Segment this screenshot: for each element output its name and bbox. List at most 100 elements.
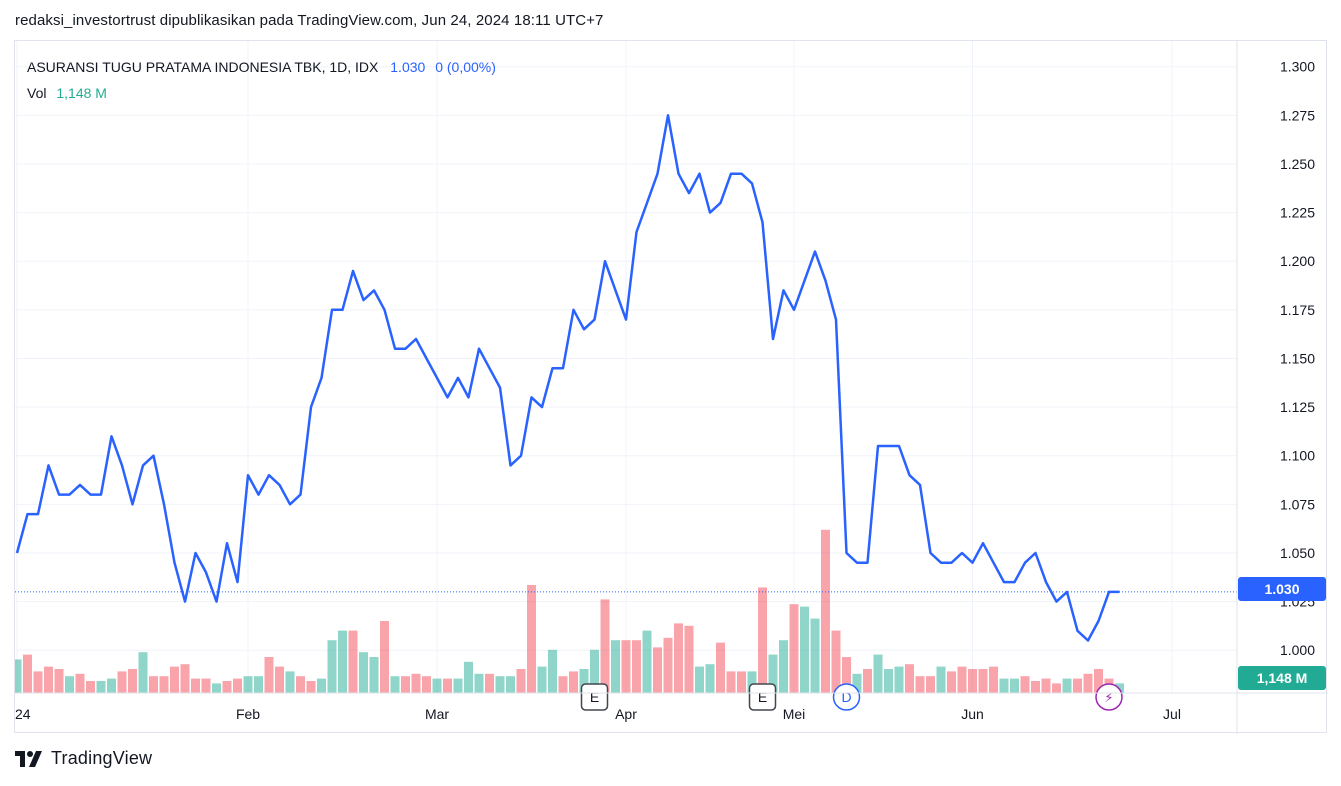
volume-bar bbox=[611, 640, 620, 693]
volume-bar bbox=[968, 669, 977, 693]
volume-bar bbox=[926, 676, 935, 693]
y-tick-label: 1.225 bbox=[1280, 205, 1315, 221]
volume-bar bbox=[170, 666, 179, 693]
volume-bar bbox=[800, 606, 809, 693]
volume-bar bbox=[180, 664, 190, 693]
volume-bar bbox=[579, 669, 589, 693]
volume-bar bbox=[894, 666, 904, 693]
y-tick-label: 1.200 bbox=[1280, 253, 1315, 269]
volume-bar bbox=[495, 676, 505, 693]
y-tick-label: 1.050 bbox=[1280, 545, 1315, 561]
chart-legend: ASURANSI TUGU PRATAMA INDONESIA TBK, 1D,… bbox=[27, 54, 496, 106]
volume-bar bbox=[296, 676, 305, 693]
volume-bar bbox=[705, 664, 715, 693]
volume-bar bbox=[285, 671, 295, 693]
volume-bar bbox=[831, 630, 841, 693]
dividend-marker-label: D bbox=[841, 689, 851, 705]
price-chart[interactable]: E E D ⚡ 1.300 1.275 1.250 1.225 1.200 1.175 1.150 1… bbox=[15, 41, 1328, 734]
volume-bar bbox=[810, 618, 820, 693]
volume-bar bbox=[936, 666, 946, 693]
volume-bar bbox=[558, 676, 568, 693]
volume-bar bbox=[44, 666, 53, 693]
volume-bar bbox=[401, 676, 410, 693]
y-tick-label: 1.000 bbox=[1280, 642, 1315, 658]
volume-bar bbox=[1010, 678, 1019, 693]
volume-bar bbox=[117, 671, 127, 693]
volume-bar bbox=[1094, 669, 1103, 693]
volume-bar bbox=[527, 585, 536, 693]
volume-bar bbox=[842, 657, 851, 693]
volume-bar bbox=[359, 652, 368, 693]
earnings-marker bbox=[748, 683, 777, 711]
y-tick-label: 1.250 bbox=[1280, 156, 1315, 172]
volume-bar bbox=[548, 649, 557, 693]
volume-bar bbox=[369, 657, 379, 693]
volume-bar bbox=[128, 669, 137, 693]
volume-bar bbox=[348, 630, 358, 693]
volume-tag: 1,148 M bbox=[1238, 666, 1326, 690]
volume-bar bbox=[642, 630, 652, 693]
volume-bar bbox=[999, 678, 1009, 693]
volume-bar bbox=[275, 666, 284, 693]
volume-bar bbox=[653, 647, 662, 693]
earnings-marker-label: E bbox=[590, 689, 599, 705]
x-tick-label: Mei bbox=[783, 706, 806, 722]
y-tick-label: 1.100 bbox=[1280, 448, 1315, 464]
volume-bar bbox=[768, 654, 778, 693]
volume-bar bbox=[65, 676, 74, 693]
volume-bar bbox=[317, 678, 326, 693]
volume-bar bbox=[726, 671, 736, 693]
x-tick-label: Jun bbox=[961, 706, 984, 722]
y-tick-label: 1.075 bbox=[1280, 496, 1315, 512]
volume-bar bbox=[1073, 678, 1082, 693]
volume-bar bbox=[915, 676, 925, 693]
tradingview-logo-icon bbox=[15, 750, 42, 767]
volume-bar bbox=[747, 671, 757, 693]
last-price: 1.030 bbox=[390, 59, 426, 75]
volume-bar bbox=[306, 681, 316, 693]
volume-bar bbox=[989, 666, 998, 693]
volume-bar bbox=[474, 673, 484, 693]
y-tick-label: 1.300 bbox=[1280, 59, 1315, 75]
volume-bar bbox=[978, 669, 988, 693]
volume-bar bbox=[191, 678, 200, 693]
volume-bar bbox=[873, 654, 883, 693]
volume-bar bbox=[411, 673, 421, 693]
attribution-text: redaksi_investortrust dipublikasikan pad… bbox=[15, 12, 604, 29]
volume-bar bbox=[54, 669, 64, 693]
x-tick-label: 24 bbox=[15, 706, 31, 722]
volume-label: Vol bbox=[27, 85, 47, 101]
volume-bar bbox=[821, 529, 830, 693]
volume-bar bbox=[233, 678, 242, 693]
volume-bar bbox=[1083, 673, 1093, 693]
symbol-title: ASURANSI TUGU PRATAMA INDONESIA TBK, 1D,… bbox=[27, 59, 379, 75]
volume-bar bbox=[432, 678, 442, 693]
footer: TradingView bbox=[15, 748, 152, 769]
price-change: 0 (0,00%) bbox=[435, 59, 496, 75]
volume-bar bbox=[243, 676, 253, 693]
chart-frame[interactable]: E E D ⚡ 1.300 1.275 1.250 1.225 1.200 1.175 1.150 1… bbox=[14, 40, 1328, 734]
volume-bar bbox=[380, 621, 389, 693]
x-tick-label: Feb bbox=[236, 706, 260, 722]
volume-bar bbox=[138, 652, 148, 693]
volume-bar bbox=[159, 676, 169, 693]
volume-bar bbox=[957, 666, 967, 693]
price-line bbox=[15, 114, 1120, 642]
volume-bar bbox=[23, 654, 32, 693]
earnings-marker bbox=[580, 683, 609, 711]
y-tick-label: 1.275 bbox=[1280, 107, 1315, 123]
volume-bar bbox=[621, 640, 631, 693]
volume-bar bbox=[1041, 678, 1051, 693]
volume-bar bbox=[1020, 676, 1030, 693]
volume-bar bbox=[695, 666, 704, 693]
volume-bar bbox=[254, 676, 263, 693]
volume-bar bbox=[600, 599, 610, 693]
volume-bar bbox=[506, 676, 515, 693]
volume-bar bbox=[884, 669, 893, 693]
volume-bar bbox=[1052, 683, 1061, 693]
volume-bar bbox=[15, 659, 22, 693]
y-tick-label: 1.125 bbox=[1280, 399, 1315, 415]
volume-bar bbox=[390, 676, 400, 693]
flash-marker-label: ⚡ bbox=[1104, 691, 1113, 706]
volume-bar bbox=[96, 681, 106, 693]
